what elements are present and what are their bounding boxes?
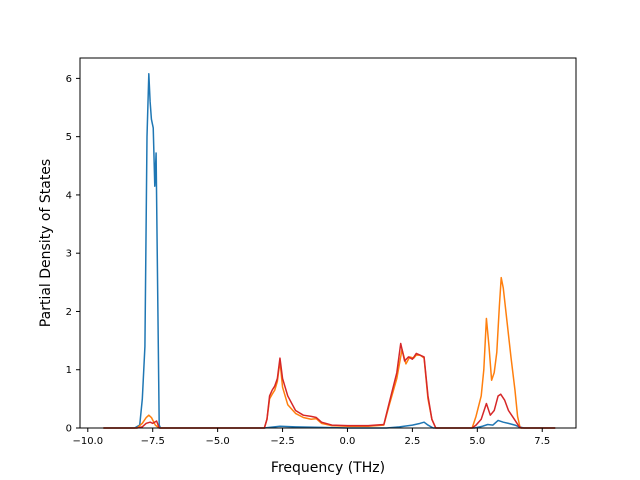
y-tick-label: 0	[66, 424, 72, 435]
x-tick-label: 7.5	[534, 436, 550, 447]
x-tick-label: 5.0	[469, 436, 485, 447]
plot-frame	[79, 57, 577, 429]
x-tick-label: −5.0	[205, 436, 229, 447]
y-tick-label: 1	[66, 365, 72, 376]
y-tick-label: 5	[66, 132, 72, 143]
y-tick-label: 4	[66, 190, 72, 201]
series-line-3	[103, 342, 556, 429]
x-tick-label: −2.5	[270, 436, 294, 447]
x-tick-label: 2.5	[404, 436, 420, 447]
x-tick-label: −7.5	[141, 436, 165, 447]
series-line-1	[103, 72, 556, 429]
y-axis-label: Partial Density of States	[38, 159, 54, 327]
x-tick-label: −10.0	[72, 436, 103, 447]
x-axis-label: Frequency (THz)	[271, 460, 385, 476]
x-tick-label: 0.0	[340, 436, 356, 447]
plot-lines	[103, 72, 556, 429]
x-axis-ticks: −10.0 −7.5 −5.0 −2.5 0.0 2.5 5.0 7.5	[72, 428, 550, 447]
y-axis-ticks: 0 1 2 3 4 5 6	[66, 74, 80, 435]
y-tick-label: 3	[66, 249, 72, 260]
y-tick-label: 6	[66, 74, 72, 85]
y-tick-label: 2	[66, 307, 72, 318]
